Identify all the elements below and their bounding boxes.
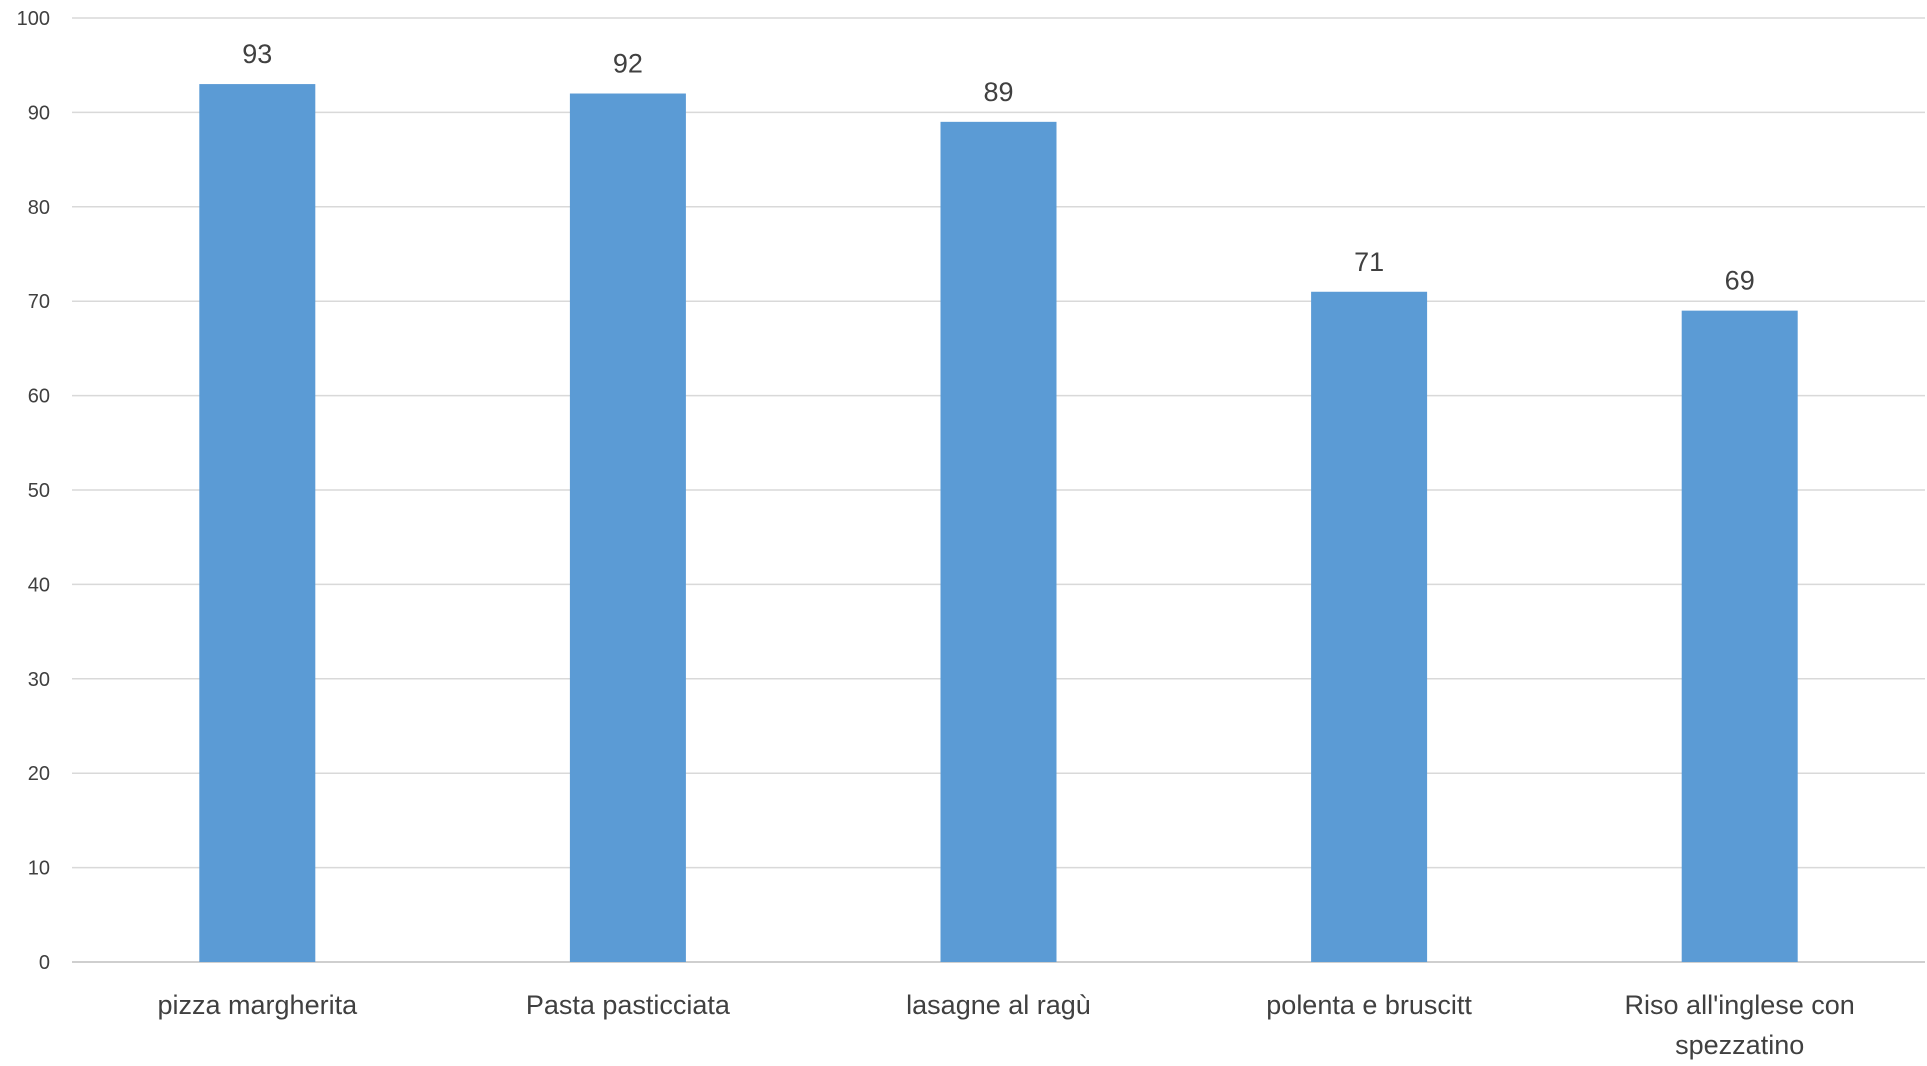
bar [1311,291,1428,962]
data-label: 93 [242,39,272,69]
y-tick-label: 10 [28,858,50,880]
bar [199,84,316,962]
bars [199,84,1798,963]
x-tick-label: polenta e bruscitt [1266,990,1472,1020]
data-label: 92 [613,49,643,79]
x-tick-label-line: pizza margherita [158,990,359,1020]
x-axis-ticks: pizza margherita Pasta pasticciata lasagne… [158,990,1855,1060]
x-tick-label: pizza margherita [158,990,359,1020]
x-tick-label: lasagne al ragù [906,990,1091,1020]
data-label: 71 [1354,247,1384,277]
data-labels: 93 92 89 71 69 [242,39,1754,296]
y-tick-label: 100 [17,8,50,30]
y-tick-label: 60 [28,386,50,408]
y-tick-label: 20 [28,763,50,785]
x-tick-label-line: Pasta pasticciata [526,990,731,1020]
bar [940,121,1057,963]
x-tick-label-line: polenta e bruscitt [1266,990,1472,1020]
y-tick-label: 30 [28,669,50,691]
x-tick-label-line: Riso all'inglese con [1625,990,1855,1020]
y-tick-label: 80 [28,197,50,219]
bar [1681,310,1798,962]
y-tick-label: 0 [39,952,50,974]
x-tick-label: Riso all'inglese con spezzatino [1625,990,1855,1060]
data-label: 69 [1725,266,1755,296]
y-tick-label: 90 [28,102,50,124]
y-tick-label: 70 [28,291,50,313]
data-label: 89 [983,77,1013,107]
y-axis-ticks: 0 10 20 30 40 50 60 70 80 90 100 [17,8,50,974]
x-tick-label: Pasta pasticciata [526,990,731,1020]
bar [569,93,686,962]
x-tick-label-line: spezzatino [1675,1030,1804,1060]
y-tick-label: 50 [28,480,50,502]
y-tick-label: 40 [28,574,50,596]
x-tick-label-line: lasagne al ragù [906,990,1091,1020]
